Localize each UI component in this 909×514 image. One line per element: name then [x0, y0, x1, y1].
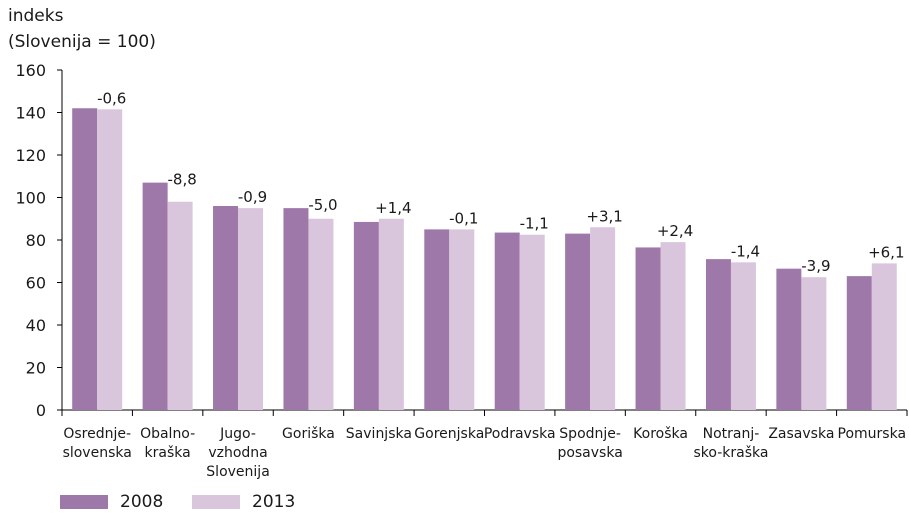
x-tick-label: Slovenija [206, 464, 269, 480]
y-tick-label: 120 [15, 146, 46, 165]
bar-2013 [167, 201, 193, 410]
x-tick-label: Jugo- [219, 426, 256, 442]
x-tick-label: Goriška [282, 426, 335, 442]
y-axis-label-line-2: (Slovenija = 100) [8, 32, 156, 52]
bar-2008 [494, 232, 520, 410]
x-tick-label: Koroška [633, 426, 688, 442]
y-tick-label: 100 [15, 189, 46, 208]
x-tick-label: Pomurska [838, 426, 907, 442]
bar-2008 [72, 108, 98, 410]
x-tick-label: Notranj- [703, 426, 760, 442]
change-annotation: -1,1 [520, 215, 549, 233]
x-tick-label: vzhodna [208, 445, 267, 461]
change-annotation: +1,4 [375, 199, 411, 217]
y-tick-label: 160 [15, 61, 46, 80]
change-annotation: +6,1 [868, 243, 904, 261]
bar-2013 [730, 262, 756, 410]
x-tick-label: Obalno- [140, 426, 195, 442]
bar-2008 [213, 206, 239, 410]
bar-2008 [424, 229, 450, 410]
x-tick-label: Osrednje- [63, 426, 131, 442]
x-tick-label: posavska [557, 445, 622, 461]
legend-label-2013: 2013 [252, 492, 296, 512]
y-axis-label-line-1: indeks [8, 6, 64, 26]
change-annotation: -8,8 [167, 171, 196, 189]
bar-2013 [590, 227, 616, 410]
change-annotation: -5,0 [308, 196, 337, 214]
y-tick-label: 140 [15, 104, 46, 123]
x-tick-label: Spodnje- [559, 426, 621, 442]
bar-2013 [238, 208, 264, 410]
change-annotation: -3,9 [801, 257, 830, 275]
change-annotation: -0,6 [97, 89, 126, 107]
x-tick-label: sko-kraška [693, 445, 768, 461]
bar-2013 [449, 229, 475, 410]
x-tick-label: Zasavska [768, 426, 834, 442]
x-tick-label: kraška [145, 445, 191, 461]
bar-2008 [705, 259, 731, 410]
bar-chart: 0 20 40 60 80 100 120 140 160 Osrednje-slovenska -… [15, 61, 908, 480]
bar-2013 [308, 218, 334, 410]
bar-2008 [142, 182, 168, 410]
y-tick-label: 40 [26, 316, 46, 335]
legend-label-2008: 2008 [120, 492, 164, 512]
y-tick-label: 0 [36, 401, 46, 420]
bar-2008 [353, 221, 379, 410]
bar-2013 [519, 234, 545, 410]
legend-swatch-2008 [60, 495, 108, 509]
bar-2008 [776, 268, 802, 410]
x-tick-label: Savinjska [346, 426, 412, 442]
x-tick-label: Gorenjska [414, 426, 484, 442]
change-annotation: -0,1 [449, 209, 478, 227]
change-annotation: -1,4 [731, 242, 760, 260]
x-tick-label: Podravska [484, 426, 556, 442]
bar-2008 [635, 247, 661, 410]
legend-swatch-2013 [192, 495, 240, 509]
bar-2013 [801, 277, 827, 410]
change-annotation: +2,4 [657, 222, 693, 240]
bar-2008 [846, 276, 872, 410]
x-tick-label: slovenska [63, 445, 132, 461]
y-tick-label: 80 [26, 231, 46, 250]
bar-2008 [283, 208, 309, 410]
bar-2013 [660, 242, 686, 410]
legend-item-2008: 2008 [60, 492, 163, 512]
bar-2013 [97, 109, 123, 410]
bar-2013 [871, 263, 897, 410]
legend-item-2013: 2013 [192, 492, 295, 512]
y-tick-label: 60 [26, 274, 46, 293]
bar-2013 [378, 218, 404, 410]
change-annotation: -0,9 [238, 188, 267, 206]
bar-2008 [565, 233, 591, 410]
change-annotation: +3,1 [586, 207, 622, 225]
y-tick-label: 20 [26, 359, 46, 378]
